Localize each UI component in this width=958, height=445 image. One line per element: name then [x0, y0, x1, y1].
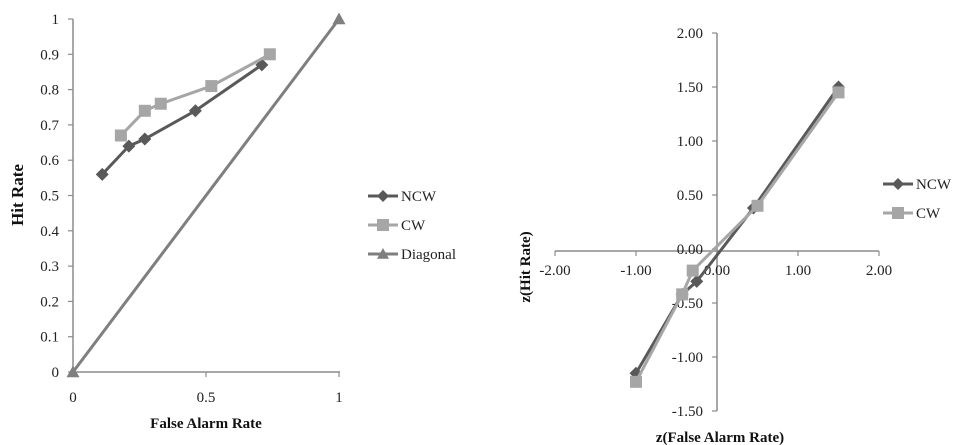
y-tick-label: 2.00	[677, 26, 703, 42]
y-tick-label: 0.7	[40, 118, 59, 134]
data-point-cw	[686, 264, 699, 277]
y-tick-label: 0.2	[40, 294, 59, 310]
series-line-cw	[634, 91, 840, 383]
x-tick-label: 0	[69, 390, 77, 406]
data-point-ncw	[255, 58, 269, 72]
data-point-cw	[154, 97, 167, 110]
x-tick-label: 2.00	[866, 263, 892, 279]
zroc-chart: -1.50-1.00-0.500.000.501.001.502.00 -2.0…	[518, 26, 952, 445]
data-point-cw	[205, 80, 218, 93]
y-tick-label: 0.9	[40, 47, 59, 63]
y-tick-label: 0.5	[40, 189, 59, 205]
series-line-diagonal	[71, 18, 341, 373]
x-tick-label: 1	[335, 390, 343, 406]
legend-marker-cw	[892, 207, 904, 219]
y-tick-label: 1.00	[677, 134, 703, 150]
series-line-ncw	[634, 86, 840, 374]
legend-marker-cw	[377, 219, 389, 231]
y-tick-label: 0.6	[40, 153, 59, 169]
data-point-cw	[832, 86, 845, 99]
y-tick-label: 0.4	[40, 224, 59, 240]
y-tick-label: 0.3	[40, 259, 59, 275]
x-axis-title: False Alarm Rate	[150, 416, 262, 432]
legend-marker-ncw	[892, 178, 904, 190]
data-point-cw	[751, 199, 764, 212]
data-point-cw	[676, 288, 689, 301]
y-tick-label: 0.8	[40, 83, 59, 99]
x-tick-label: -1.00	[620, 263, 651, 279]
data-point-ncw	[138, 132, 152, 146]
legend-label-ncw: NCW	[401, 189, 437, 205]
data-point-ncw	[690, 274, 704, 288]
legend-label-diagonal: Diagonal	[401, 247, 456, 263]
data-point-cw	[630, 375, 642, 388]
y-axis-title: Hit Rate	[8, 164, 27, 226]
legend-label-cw: CW	[916, 206, 941, 222]
y-tick-label: 0.00	[677, 242, 703, 258]
x-tick-label: 0.5	[197, 390, 216, 406]
series-line-ncw	[101, 63, 263, 176]
legend-label-ncw: NCW	[916, 177, 952, 193]
legend-marker-diagonal	[377, 248, 389, 259]
y-tick-label: 1.50	[677, 80, 703, 96]
x-axis-title: z(False Alarm Rate)	[656, 430, 784, 445]
data-point-diagonal	[332, 12, 346, 25]
x-tick-label: 1.00	[785, 263, 811, 279]
data-point-ncw	[95, 167, 109, 181]
series-line-cw	[119, 52, 271, 137]
data-point-cw	[263, 48, 276, 61]
roc-chart: 0 0.1 0.2 0.3 0.4 0.5 0.6 0.7 0.8 0.9 1 0 0.5 1 Hit …	[8, 12, 456, 432]
y-tick-label: 0.50	[677, 188, 703, 204]
y-axis-title: z(Hit Rate)	[518, 231, 534, 302]
legend-label-cw: CW	[401, 218, 426, 234]
y-tick-label: 0.1	[40, 330, 59, 346]
y-tick-label: 1	[52, 12, 60, 28]
data-point-cw	[114, 129, 127, 142]
y-tick-label: -1.00	[672, 350, 703, 366]
legend-marker-ncw	[377, 190, 389, 202]
data-point-cw	[138, 104, 151, 117]
data-point-ncw	[122, 139, 136, 153]
data-point-diagonal	[66, 365, 80, 378]
x-tick-label: 0.00	[704, 263, 730, 279]
x-tick-label: -2.00	[539, 263, 570, 279]
y-tick-label: -1.50	[672, 404, 703, 420]
y-tick-label: 0	[52, 365, 60, 381]
data-point-ncw	[188, 104, 202, 118]
